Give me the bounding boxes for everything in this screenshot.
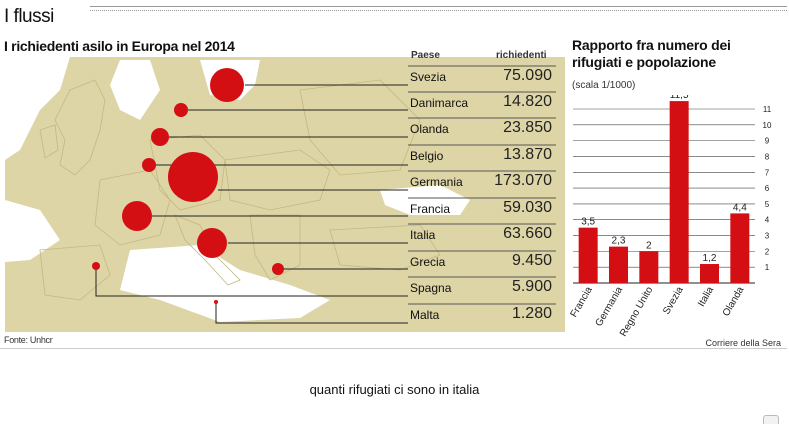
turkey-outline	[329, 224, 441, 271]
bar-value-label-0: 3,5	[581, 217, 595, 228]
y-tick-3: 4	[765, 216, 770, 225]
atlantic-sea	[5, 57, 70, 160]
table-value-4: 173.070	[494, 172, 552, 189]
bubbles	[92, 68, 284, 304]
map-subtitle: I richiedenti asilo in Europa nel 2014	[4, 38, 235, 54]
balkans-outline	[249, 214, 301, 281]
table-country-5: Francia	[410, 202, 451, 216]
mediterranean-sea	[120, 245, 330, 322]
bubble-germania	[168, 152, 218, 202]
x-tick-1: Germania	[594, 285, 626, 329]
top-rule	[90, 6, 787, 7]
table-country-4: Germania	[410, 175, 463, 189]
bar-3	[669, 101, 689, 283]
y-tick-5: 6	[765, 184, 770, 193]
bay-sea	[5, 200, 60, 262]
table-value-7: 9.450	[511, 252, 552, 269]
y-tick-7: 8	[765, 152, 770, 161]
bubble-belgio	[142, 158, 156, 172]
bar-chart-title: Rapporto fra numero dei rifugiati e popo…	[572, 37, 731, 70]
x-tick-5: Olanda	[721, 285, 747, 319]
bar-1	[609, 246, 628, 283]
bar-chart-subtitle: (scala 1/1000)	[572, 80, 636, 91]
bar-value-label-4: 1,2	[703, 253, 717, 264]
col-value-header: richiedenti	[496, 50, 547, 61]
x-tick-3: Svezia	[661, 285, 686, 317]
table-value-5: 59.030	[503, 199, 552, 216]
bubble-danimarca	[174, 103, 188, 117]
y-tick-1: 2	[765, 247, 770, 256]
source-note: Fonte: Unhcr	[4, 335, 53, 345]
table-country-3: Belgio	[410, 149, 444, 163]
y-tick-10: 11	[763, 105, 772, 114]
bubble-grecia	[272, 263, 284, 275]
sea-areas	[5, 57, 470, 322]
italy-outline	[174, 214, 241, 286]
bottom-rule	[0, 348, 787, 349]
bubble-olanda	[151, 128, 169, 146]
eastern-europe-outline	[299, 79, 421, 176]
credit-note: Corriere della Sera	[705, 338, 781, 348]
expand-button[interactable]	[763, 415, 779, 424]
y-tick-9: 10	[763, 121, 772, 130]
x-tick-4: Italia	[696, 285, 716, 309]
table-value-6: 63.660	[503, 225, 552, 242]
leader-malta	[215, 302, 408, 324]
bar-value-label-1: 2,3	[612, 236, 626, 247]
table-country-1: Danimarca	[410, 96, 469, 110]
bubble-spagna	[92, 262, 100, 270]
bubble-francia	[122, 201, 152, 231]
bar-4	[700, 264, 719, 283]
bar-2	[639, 251, 659, 283]
y-tick-6: 7	[765, 168, 770, 177]
bar-value-label-5: 4,4	[733, 202, 747, 213]
table-country-0: Svezia	[410, 70, 447, 84]
leader-spagna	[95, 266, 408, 297]
table-country-2: Olanda	[410, 122, 449, 136]
table-rules	[408, 65, 556, 305]
x-tick-0: Francia	[569, 285, 595, 320]
bar-value-label-3: 11,5	[670, 95, 689, 101]
top-rule-dotted	[90, 10, 787, 11]
bar-5	[730, 213, 750, 283]
table-country-7: Grecia	[410, 255, 446, 269]
germany-outline	[149, 134, 226, 211]
north-sea	[110, 60, 160, 120]
bubble-svezia	[210, 68, 244, 102]
bubble-italia	[197, 228, 227, 258]
black-sea	[380, 185, 470, 215]
y-tick-0: 1	[765, 263, 770, 272]
central-europe-outline	[224, 149, 331, 211]
bubble-malta	[214, 300, 218, 304]
table-value-3: 13.870	[503, 146, 552, 163]
image-caption: quanti rifugiati ci sono in italia	[309, 382, 480, 397]
bar-value-label-2: 2	[646, 240, 652, 251]
table-value-1: 14.820	[503, 93, 552, 110]
table-value-0: 75.090	[503, 67, 552, 84]
table-country-6: Italia	[410, 228, 436, 242]
leader-lines	[95, 84, 408, 324]
bar-chart: 12345678910113,5Francia2,3Germania2Regno…	[569, 95, 772, 339]
ireland-outline	[39, 124, 59, 159]
page-title: I flussi	[4, 6, 54, 27]
table-value-2: 23.850	[503, 119, 552, 136]
iberia-outline	[39, 244, 111, 301]
britain-outline	[54, 79, 106, 176]
table-country-8: Spagna	[410, 281, 452, 295]
table-value-8: 5.900	[511, 278, 552, 295]
table-country-9: Malta	[410, 308, 440, 322]
y-tick-8: 9	[765, 137, 770, 146]
map-graphic	[5, 57, 565, 332]
bar-0	[578, 227, 598, 283]
col-country-header: Paese	[411, 50, 440, 61]
y-tick-2: 3	[765, 232, 770, 241]
y-tick-4: 5	[765, 200, 770, 209]
table-value-9: 1.280	[511, 305, 552, 322]
